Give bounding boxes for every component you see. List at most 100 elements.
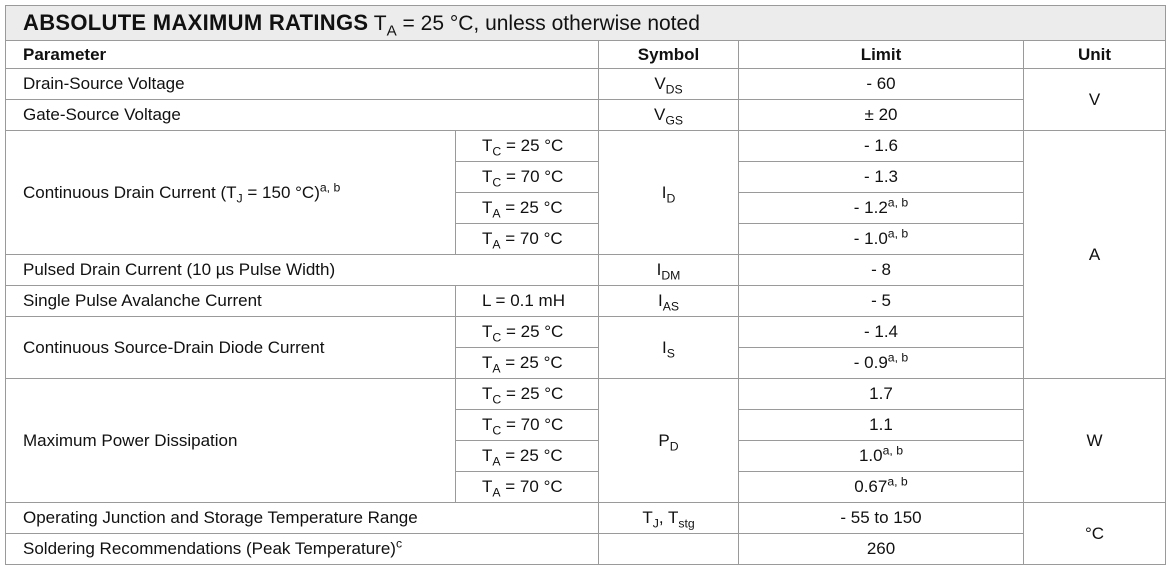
subscript: S (666, 345, 675, 360)
limit: - 1.3 (738, 161, 1024, 193)
text: = 25 °C (501, 136, 564, 155)
text: T (482, 167, 493, 186)
condition: TC = 25 °C (455, 130, 599, 162)
text: = 25 °C, unless otherwise noted (396, 12, 700, 35)
header-cell: Symbol (598, 40, 739, 69)
superscript: a, b (882, 443, 904, 458)
row: Gate-Source Voltage VGS ± 20 (5, 99, 1166, 131)
text: 1.0 (858, 446, 883, 465)
text: P (658, 430, 670, 450)
superscript: a, b (887, 350, 909, 365)
subscript: J (652, 516, 659, 531)
limit: ± 20 (738, 99, 1024, 131)
subscript: C (492, 175, 502, 190)
title: ABSOLUTE MAXIMUM RATINGS TA = 25 °C, unl… (5, 5, 1166, 41)
header-cell: Parameter (5, 40, 599, 69)
text: I (657, 291, 663, 310)
limit: - 0.9a, b (738, 347, 1024, 379)
text: T (482, 136, 493, 155)
title-row: ABSOLUTE MAXIMUM RATINGS TA = 25 °C, unl… (5, 5, 1166, 41)
text: - 1.2 (853, 198, 888, 217)
parameter: Continuous Drain Current (TJ = 150 °C)a,… (5, 130, 456, 255)
symbol: ID (598, 130, 739, 255)
unit: V (1023, 68, 1166, 131)
unit: W (1023, 378, 1166, 503)
text: Soldering Recommendations (Peak Temperat… (23, 539, 396, 558)
row: TC = 70 °C - 1.3 (6, 161, 1166, 193)
text: = 25 °C (501, 322, 564, 341)
symbol: IAS (598, 285, 739, 317)
condition: L = 0.1 mH (455, 285, 599, 317)
subscript: A (492, 485, 501, 500)
header-row: Parameter Symbol Limit Unit (5, 40, 1166, 69)
row: Drain-Source Voltage VDS - 60 V (5, 68, 1166, 131)
unit: A (1023, 130, 1166, 379)
condition: TA = 25 °C (455, 440, 599, 472)
text: T (482, 198, 493, 217)
condition: TC = 25 °C (455, 378, 599, 410)
limit: - 8 (738, 254, 1024, 286)
symbol: IDM (598, 254, 739, 286)
subscript: A (492, 454, 501, 469)
subscript: J (236, 190, 243, 205)
subscript: A (492, 206, 501, 221)
row: Soldering Recommendations (Peak Temperat… (5, 533, 1166, 565)
parameter: Single Pulse Avalanche Current (5, 285, 456, 317)
condition: TC = 70 °C (455, 409, 599, 441)
limit: 1.1 (738, 409, 1024, 441)
row: TA = 25 °C - 1.2a, b (6, 192, 1166, 224)
text: I (656, 260, 662, 279)
condition: TA = 70 °C (455, 471, 599, 503)
symbol: IS (598, 316, 739, 379)
row: Pulsed Drain Current (10 µs Pulse Width)… (5, 254, 1166, 286)
symbol: VGS (598, 99, 739, 131)
row: Maximum Power Dissipation TC = 25 °C PD … (5, 378, 1166, 503)
text: , T (658, 508, 679, 527)
text: = 25 °C (501, 384, 564, 403)
text: = 25 °C (500, 446, 563, 465)
text: T (482, 229, 493, 248)
limit: - 1.2a, b (738, 192, 1024, 224)
subscript: A (386, 22, 397, 40)
text: I (662, 337, 667, 357)
text: T (482, 384, 493, 403)
superscript: a, b (887, 226, 909, 241)
subscript: DM (661, 268, 681, 283)
condition: TC = 25 °C (455, 316, 599, 348)
superscript: a, b (319, 179, 341, 194)
text: - 1.0 (853, 229, 888, 248)
text: = 70 °C (500, 477, 563, 496)
text: = 70 °C (501, 167, 564, 186)
parameter: Continuous Source-Drain Diode Current (5, 316, 456, 379)
condition: TA = 25 °C (455, 347, 599, 379)
superscript: a, b (887, 474, 908, 489)
condition: TA = 25 °C (455, 192, 599, 224)
subscript: stg (678, 516, 695, 531)
symbol: VDS (598, 68, 739, 100)
limit: - 60 (738, 68, 1024, 100)
row: Single Pulse Avalanche Current L = 0.1 m… (5, 285, 1166, 317)
symbol: PD (598, 378, 739, 503)
row: Operating Junction and Storage Temperatu… (5, 502, 1166, 565)
text: T (482, 415, 493, 434)
text: T (482, 322, 493, 341)
subscript: D (666, 190, 676, 205)
row: TA = 25 °C 1.0a, b (6, 440, 1166, 472)
limit: 1.7 (738, 378, 1024, 410)
text: - 0.9 (853, 353, 888, 372)
text: = 25 °C (500, 353, 563, 372)
limit: - 1.6 (738, 130, 1024, 162)
text: = 25 °C (500, 198, 563, 217)
header-cell: Limit (738, 40, 1024, 69)
subscript: C (492, 144, 502, 159)
row: Continuous Source-Drain Diode Current TC… (5, 316, 1166, 379)
subscript: D (669, 438, 679, 453)
parameter: Gate-Source Voltage (5, 99, 599, 131)
text: T (368, 12, 387, 35)
superscript: a, b (887, 195, 909, 210)
header-cell: Unit (1023, 40, 1166, 69)
unit: °C (1023, 502, 1166, 565)
limit: 1.0a, b (738, 440, 1024, 472)
